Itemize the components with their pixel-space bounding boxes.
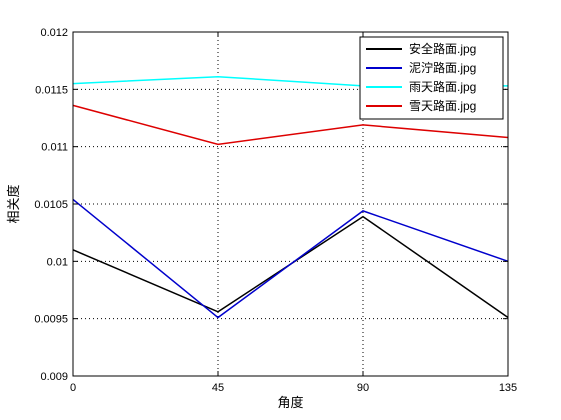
axis-ticks: 0 45 90 135 0.009 0.0095 0.01 0.0105 0.011 0.0115… [34, 27, 517, 394]
x-tick-label: 135 [499, 382, 517, 394]
y-tick-label: 0.009 [40, 371, 68, 383]
y-tick-label: 0.01 [47, 256, 68, 268]
y-tick-label: 0.012 [40, 27, 68, 39]
legend-label: 雨天路面.jpg [409, 79, 476, 94]
legend-label: 雪天路面.jpg [409, 98, 476, 113]
legend-label: 安全路面.jpg [409, 41, 476, 56]
y-tick-label: 0.0115 [35, 84, 68, 96]
y-tick-label: 0.0095 [34, 314, 68, 326]
grid-lines [73, 32, 508, 376]
y-axis-label: 相关度 [6, 184, 21, 223]
series-line-1 [72, 215, 509, 319]
x-tick-label: 45 [212, 382, 224, 394]
legend: 安全路面.jpg 泥泞路面.jpg 雨天路面.jpg 雪天路面.jpg [359, 36, 504, 120]
series-line-4 [72, 104, 509, 146]
legend-label: 泥泞路面.jpg [409, 60, 476, 75]
y-tick-label: 0.0105 [34, 199, 68, 211]
x-tick-label: 90 [357, 382, 369, 394]
series-line-2 [72, 198, 509, 319]
x-axis-label: 角度 [277, 395, 303, 410]
y-tick-label: 0.011 [41, 142, 68, 154]
x-tick-label: 0 [70, 382, 76, 394]
